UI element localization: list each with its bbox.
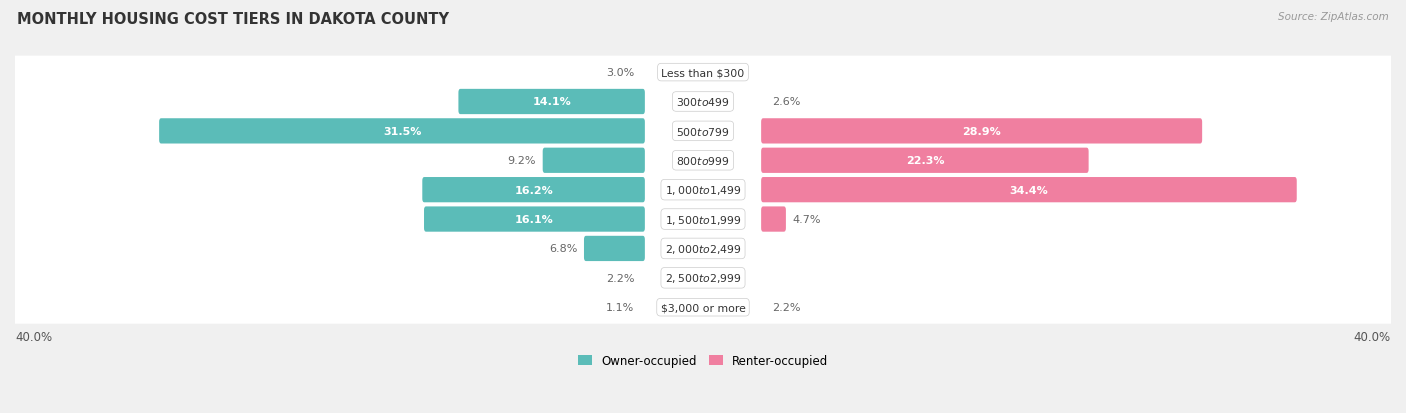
- Text: $2,000 to $2,499: $2,000 to $2,499: [665, 242, 741, 255]
- Text: $1,000 to $1,499: $1,000 to $1,499: [665, 184, 741, 197]
- Text: $300 to $499: $300 to $499: [676, 96, 730, 108]
- FancyBboxPatch shape: [8, 291, 1398, 324]
- Text: 2.2%: 2.2%: [606, 273, 634, 283]
- FancyBboxPatch shape: [425, 207, 645, 232]
- Text: 1.1%: 1.1%: [606, 302, 634, 313]
- FancyBboxPatch shape: [8, 174, 1398, 206]
- FancyBboxPatch shape: [761, 148, 1088, 173]
- Text: 16.2%: 16.2%: [515, 185, 553, 195]
- Text: Less than $300: Less than $300: [661, 68, 745, 78]
- FancyBboxPatch shape: [8, 86, 1398, 119]
- Text: 34.4%: 34.4%: [1010, 185, 1049, 195]
- FancyBboxPatch shape: [8, 145, 1398, 177]
- FancyBboxPatch shape: [761, 207, 786, 232]
- Text: Source: ZipAtlas.com: Source: ZipAtlas.com: [1278, 12, 1389, 22]
- FancyBboxPatch shape: [422, 178, 645, 203]
- FancyBboxPatch shape: [8, 203, 1398, 236]
- FancyBboxPatch shape: [8, 233, 1398, 265]
- Text: 28.9%: 28.9%: [962, 126, 1001, 137]
- Text: 3.0%: 3.0%: [606, 68, 634, 78]
- Text: 2.6%: 2.6%: [772, 97, 800, 107]
- FancyBboxPatch shape: [8, 262, 1398, 294]
- Legend: Owner-occupied, Renter-occupied: Owner-occupied, Renter-occupied: [572, 350, 834, 372]
- Text: $2,500 to $2,999: $2,500 to $2,999: [665, 272, 741, 285]
- Text: 9.2%: 9.2%: [508, 156, 536, 166]
- Text: $800 to $999: $800 to $999: [676, 155, 730, 167]
- Text: $3,000 or more: $3,000 or more: [661, 302, 745, 313]
- Text: 31.5%: 31.5%: [382, 126, 422, 137]
- Text: 4.7%: 4.7%: [793, 214, 821, 225]
- FancyBboxPatch shape: [583, 236, 645, 261]
- Text: 40.0%: 40.0%: [1354, 330, 1391, 343]
- Text: 16.1%: 16.1%: [515, 214, 554, 225]
- Text: 2.2%: 2.2%: [772, 302, 800, 313]
- Text: $500 to $799: $500 to $799: [676, 126, 730, 138]
- FancyBboxPatch shape: [761, 178, 1296, 203]
- Text: 6.8%: 6.8%: [550, 244, 578, 254]
- FancyBboxPatch shape: [458, 90, 645, 115]
- Text: 22.3%: 22.3%: [905, 156, 945, 166]
- Text: $1,500 to $1,999: $1,500 to $1,999: [665, 213, 741, 226]
- Text: 14.1%: 14.1%: [533, 97, 571, 107]
- FancyBboxPatch shape: [761, 119, 1202, 144]
- FancyBboxPatch shape: [159, 119, 645, 144]
- Text: 40.0%: 40.0%: [15, 330, 52, 343]
- FancyBboxPatch shape: [8, 115, 1398, 148]
- Text: MONTHLY HOUSING COST TIERS IN DAKOTA COUNTY: MONTHLY HOUSING COST TIERS IN DAKOTA COU…: [17, 12, 449, 27]
- FancyBboxPatch shape: [543, 148, 645, 173]
- FancyBboxPatch shape: [8, 57, 1398, 89]
